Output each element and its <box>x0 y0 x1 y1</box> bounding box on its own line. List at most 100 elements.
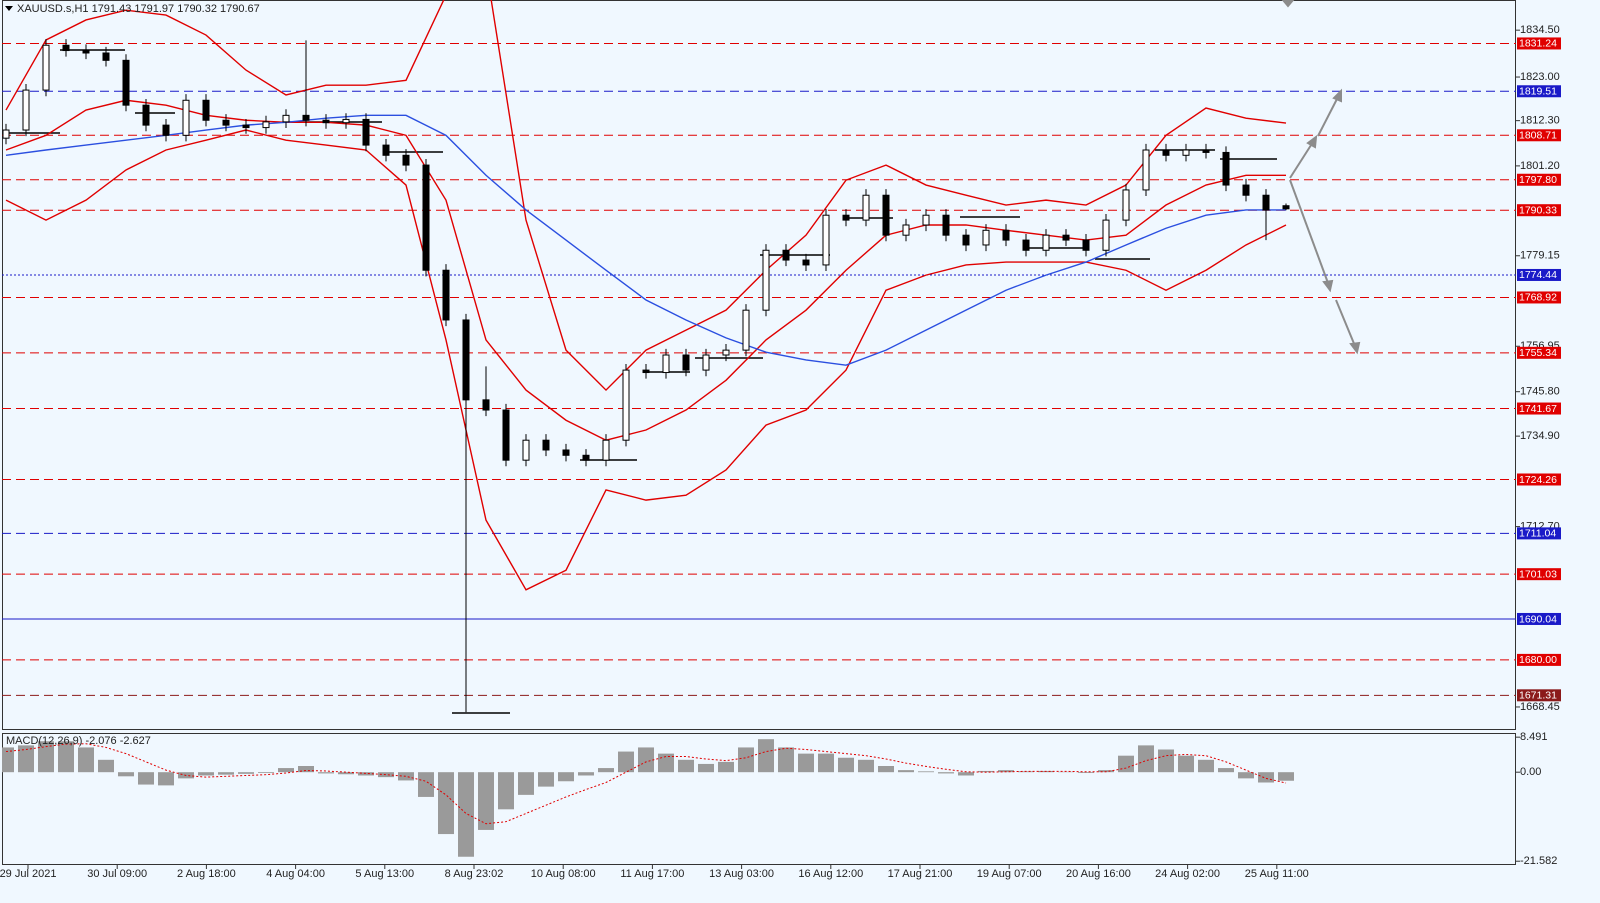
price-level-label: 1808.71 <box>1519 130 1557 142</box>
price-level-label: 1701.03 <box>1519 568 1557 580</box>
macd-bar <box>218 772 234 775</box>
candle-body <box>1042 234 1050 251</box>
signal-line <box>5 743 1287 825</box>
price-level-tag <box>1517 173 1561 186</box>
macd-bar <box>238 772 254 774</box>
macd-bar <box>618 751 634 773</box>
price-level-label: 1831.24 <box>1519 38 1557 50</box>
macd-bar <box>78 747 94 773</box>
candle-body <box>1282 205 1290 210</box>
candle-body <box>982 229 990 246</box>
x-tick-label: 16 Aug 12:00 <box>798 868 863 880</box>
macd-bar <box>198 772 214 776</box>
price-level-label: 1819.51 <box>1519 86 1557 98</box>
y-tick-label: 1812.30 <box>1520 115 1560 127</box>
candle-body <box>942 214 950 236</box>
candle-body <box>722 349 730 356</box>
macd-bar <box>958 772 974 776</box>
macd-bar <box>758 739 774 773</box>
candle-body <box>1162 149 1170 156</box>
indicator-line <box>5 114 1286 366</box>
macd-bar <box>878 766 894 773</box>
y-tick-label: 1734.90 <box>1520 430 1560 442</box>
candle-body <box>162 124 170 136</box>
price-level-label: 1671.31 <box>1519 690 1557 702</box>
x-tick-label: 8 Aug 23:02 <box>445 868 504 880</box>
price-level-tag <box>1517 37 1561 50</box>
candle-body <box>362 118 370 146</box>
candle-body <box>922 214 930 226</box>
indicator-line <box>5 99 1286 441</box>
macd-bar <box>838 757 854 773</box>
macd-bar <box>598 768 614 773</box>
candle-body <box>222 119 230 126</box>
macd-bar <box>58 741 74 773</box>
price-level-tag <box>1517 402 1561 415</box>
main-panel-frame <box>2 0 1516 730</box>
candle-body <box>402 154 410 166</box>
macd-bar <box>638 747 654 773</box>
price-level-tag <box>1517 653 1561 666</box>
candle-body <box>42 44 50 91</box>
candle-body <box>142 104 150 126</box>
chart-title: XAUUSD.s,H1 1791.43 1791.97 1790.32 1790… <box>17 3 260 15</box>
price-level-tag <box>1517 129 1561 142</box>
y-tick-label: -21.582 <box>1520 855 1557 867</box>
price-level-label: 1755.34 <box>1519 347 1557 359</box>
candle-body <box>842 214 850 221</box>
price-level-label: 1741.67 <box>1519 403 1557 415</box>
candle-body <box>102 52 110 61</box>
macd-bar <box>358 772 374 776</box>
macd-bar <box>1258 772 1274 783</box>
candle-body <box>542 439 550 451</box>
candle-body <box>602 439 610 461</box>
macd-bar <box>678 759 694 773</box>
candle-body <box>562 449 570 456</box>
macd-bar <box>918 771 934 773</box>
candle-body <box>1182 149 1190 156</box>
macd-bar <box>38 741 54 773</box>
macd-bar <box>438 772 454 835</box>
candle-body <box>242 124 250 129</box>
candle-body <box>1262 194 1270 211</box>
candle-body <box>1242 184 1250 196</box>
macd-bar <box>658 753 674 773</box>
y-tick-label: 1745.80 <box>1520 386 1560 398</box>
macd-bar <box>978 770 994 773</box>
candle-body <box>862 194 870 221</box>
y-tick-label: 1668.45 <box>1520 701 1560 713</box>
macd-bar <box>1238 772 1254 779</box>
price-level-tag <box>1517 268 1561 281</box>
macd-bar <box>258 772 274 774</box>
candle-body <box>702 354 710 371</box>
menu-triangle <box>5 6 13 11</box>
candle-body <box>1222 151 1230 186</box>
x-tick-label: 10 Aug 08:00 <box>531 868 596 880</box>
candle-body <box>1102 219 1110 251</box>
candle-body <box>22 89 30 131</box>
candle-body <box>1142 149 1150 191</box>
macd-bar <box>698 763 714 773</box>
macd-bar <box>558 772 574 782</box>
forecast-arrows <box>1281 0 1361 355</box>
price-level-tag <box>1517 204 1561 217</box>
x-tick-label: 24 Aug 02:00 <box>1155 868 1220 880</box>
candle-body <box>782 249 790 261</box>
candle-body <box>82 50 90 54</box>
macd-bar <box>998 770 1014 773</box>
candle-body <box>422 164 430 271</box>
price-level-tag <box>1517 568 1561 581</box>
x-tick-label: 29 Jul 2021 <box>0 868 56 880</box>
x-tick-label: 17 Aug 21:00 <box>888 868 953 880</box>
candle-body <box>682 354 690 371</box>
macd-bar <box>398 772 414 781</box>
macd-bar <box>1118 755 1134 773</box>
candle-body <box>382 144 390 156</box>
macd-bar <box>458 772 474 857</box>
macd-bar <box>478 772 494 830</box>
candle-body <box>1022 239 1030 251</box>
macd-bar <box>1218 768 1234 773</box>
macd-bar <box>798 753 814 773</box>
macd-bar <box>158 772 174 786</box>
y-tick-label: 8.491 <box>1520 731 1548 743</box>
